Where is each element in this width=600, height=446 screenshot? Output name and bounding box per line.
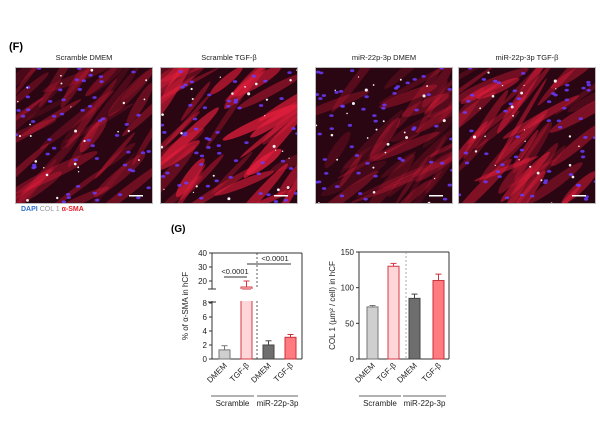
channel-legend: DAPI COL 1 α-SMA (21, 206, 84, 213)
bar (240, 286, 253, 360)
y-tick-label: 150 (341, 248, 355, 257)
legend-col1: COL 1 (39, 206, 60, 213)
y-tick-label: 8 (203, 299, 208, 308)
y-tick-label: 2 (203, 341, 208, 350)
x-tick-label: TGF-β (228, 361, 251, 384)
y-tick-label: 100 (341, 284, 355, 293)
panel-f-label: (F) (9, 41, 24, 53)
bar (262, 344, 275, 360)
group-label: Scramble (363, 399, 397, 408)
x-tick-label: DMEM (205, 361, 229, 385)
group-label: miR-22p-3p (404, 399, 446, 408)
y-tick-label: 40 (198, 249, 207, 258)
group-label: miR-22p-3p (257, 399, 299, 408)
x-tick-label: DMEM (353, 361, 377, 385)
panel-g-label: (G) (171, 224, 186, 235)
bar (366, 306, 379, 360)
y-tick-label: 20 (198, 277, 207, 286)
x-tick-label: TGF-β (375, 361, 398, 384)
bar (408, 297, 421, 360)
axis-break (206, 289, 258, 301)
p-value-label: <0.0001 (261, 254, 288, 263)
p-value-label: <0.0001 (221, 267, 248, 276)
x-tick-label: DMEM (249, 361, 273, 385)
y-axis-label: COL 1 (µm² / cell) in hCF (328, 261, 337, 350)
y-tick-label: 50 (345, 319, 354, 328)
y-tick-label: 6 (203, 313, 208, 322)
bar (284, 336, 297, 360)
x-tick-label: TGF-β (420, 361, 443, 384)
y-tick-label: 0 (203, 355, 208, 364)
bar (218, 349, 231, 360)
micrograph (160, 67, 298, 204)
y-tick-label: 30 (198, 263, 207, 272)
micrograph (315, 67, 453, 204)
micrograph (458, 67, 596, 204)
x-tick-label: DMEM (395, 361, 419, 385)
image-title: Scramble TGF-β (201, 53, 257, 62)
micrograph (15, 67, 153, 204)
legend-asma: α-SMA (61, 206, 84, 213)
image-title: miR-22p-3p TGF-β (495, 53, 559, 62)
image-title: miR-22p-3p DMEM (351, 53, 417, 62)
bar (432, 280, 445, 360)
image-title: Scramble DMEM (55, 53, 113, 62)
y-axis-label: % of α-SMA in hCF (181, 272, 190, 340)
y-tick-label: 0 (350, 355, 355, 364)
y-tick-label: 4 (203, 327, 208, 336)
bar (387, 265, 400, 360)
legend-dapi: DAPI (21, 206, 38, 213)
x-tick-label: TGF-β (272, 361, 295, 384)
group-label: Scramble (216, 399, 250, 408)
